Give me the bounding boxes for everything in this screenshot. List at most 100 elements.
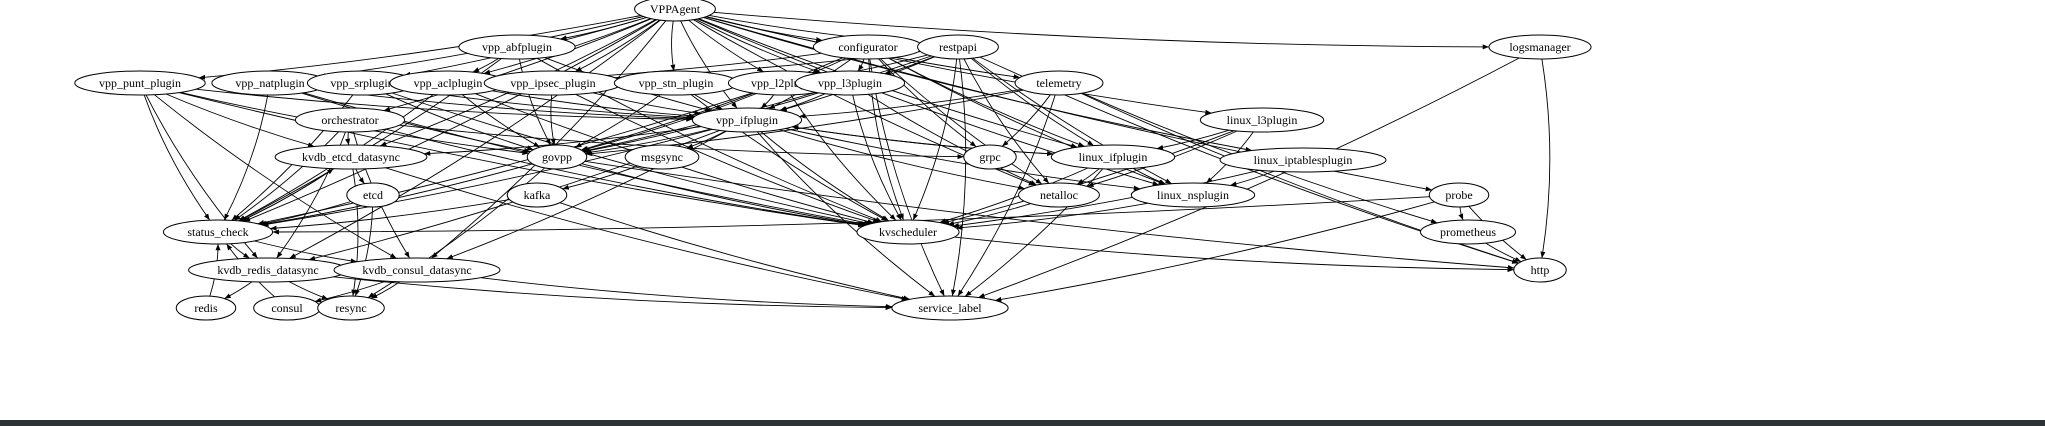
edge-etcd-to-status-check (259, 201, 352, 226)
edge-path (857, 58, 865, 72)
node-linux-ifplugin: linux_ifplugin (1050, 144, 1176, 170)
edge-path (1001, 94, 1051, 147)
node-label: linux_l3plugin (1227, 113, 1298, 127)
node-label: telemetry (1036, 76, 1081, 90)
edge-path (243, 19, 657, 222)
edge-vpp-ipsec-plugin-to-kvscheduler (575, 93, 880, 223)
node-vpp-natplugin: vpp_natplugin (211, 70, 329, 96)
node-resync: resync (317, 295, 385, 321)
edge-path (585, 128, 712, 155)
node-ellipse (624, 144, 700, 170)
edge-path (1076, 168, 1100, 185)
edge-path (562, 165, 638, 190)
edge-vpp-punt-plugin-to-status-check (143, 94, 211, 221)
edge-path (355, 168, 365, 184)
edge-linux-ifplugin-to-kvscheduler (939, 167, 1089, 224)
edge-vpp-ifplugin-to-service-label (756, 131, 936, 297)
node-label: kvdb_redis_datasync (217, 263, 318, 277)
node-http: http (1513, 257, 1567, 283)
edge-vpp-srplugin-to-govpp (385, 93, 534, 151)
edge-etcd-to-resync (354, 206, 374, 297)
node-ellipse (294, 107, 406, 133)
edge-restpapi-to-linux-nsplugin (972, 57, 1172, 185)
edge-path (259, 201, 352, 226)
edge-path (301, 92, 531, 153)
edge-path (670, 20, 676, 72)
node-telemetry: telemetry (1014, 70, 1104, 96)
edge-path (963, 58, 1050, 184)
node-label: linux_iptablesplugin (1254, 153, 1353, 167)
edge-restpapi-to-service-label (951, 58, 967, 297)
edge-vppagent-to-vpp-l2plugin (688, 19, 764, 73)
node-prometheus: prometheus (1420, 219, 1516, 245)
node-label: probe (1445, 188, 1472, 202)
node-ellipse (856, 219, 960, 245)
edge-kvdb-consul-datasync-to-consul (314, 280, 386, 303)
edge-vpp-l2plugin-to-govpp (581, 93, 757, 152)
edge-path (790, 94, 897, 221)
edge-vpp-aclplugin-to-vpp-ifplugin (492, 90, 696, 119)
node-label: linux_nsplugin (1157, 188, 1229, 202)
edge-status-check-to-kvdb-redis-datasync (230, 243, 250, 259)
node-redis: redis (175, 295, 237, 321)
node-label: vpp_punt_plugin (99, 76, 181, 90)
node-label: configurator (838, 40, 897, 54)
edge-path (1485, 242, 1522, 263)
edge-path (240, 168, 334, 222)
edge-orchestrator-to-kvscheduler (385, 128, 865, 228)
edge-path (385, 167, 908, 301)
edge-path (581, 93, 757, 152)
edge-linux-ifplugin-to-linux-nsplugin (1132, 167, 1166, 185)
edge-path (575, 93, 880, 223)
edge-path (799, 88, 1022, 119)
edge-path (431, 20, 667, 259)
edge-kvdb-redis-datasync-to-service-label (333, 276, 892, 311)
edge-path (756, 131, 936, 297)
node-kvdb-etcd-datasync: kvdb_etcd_datasync (274, 144, 428, 170)
edge-linux-l3plugin-to-linux-ifplugin (1156, 129, 1230, 150)
edge-path (345, 131, 351, 146)
edge-path (178, 92, 865, 228)
node-ellipse (162, 219, 274, 245)
node-status-check: status_check (162, 219, 274, 245)
nodes-layer: VPPAgent vpp_abfplugin configurator restpap… (74, 0, 1592, 321)
edge-kvdb-redis-datasync-to-redis (224, 281, 253, 299)
edge-vppagent-to-vpp-stn-plugin (670, 20, 676, 72)
edge-vpp-ifplugin-to-kvscheduler (760, 131, 890, 222)
node-label: VPPAgent (650, 2, 701, 16)
node-kafka: kafka (506, 182, 568, 208)
edge-vpp-ifplugin-to-govpp (585, 128, 712, 155)
edge-govpp-to-kvscheduler (581, 163, 866, 227)
edge-vpp-ipsec-plugin-to-govpp (550, 94, 556, 146)
edge-vpp-aclplugin-to-govpp (462, 94, 541, 148)
edge-vpp-l2plugin-to-vpp-ifplugin (760, 94, 775, 109)
edge-path (686, 130, 726, 149)
edge-linux-iptablesplugin-to-kvscheduler (952, 169, 1260, 228)
edge-path (713, 11, 1490, 50)
edge-probe-to-service-label (995, 201, 1435, 302)
node-logsmanager: logsmanager (1488, 34, 1592, 60)
edge-path (518, 58, 552, 146)
node-msgsync: msgsync (624, 144, 700, 170)
edge-linux-nsplugin-to-kvscheduler (956, 202, 1148, 231)
node-consul: consul (253, 295, 321, 321)
edge-telemetry-to-service-label (957, 94, 1056, 297)
edge-path (951, 58, 967, 297)
node-label: linux_ifplugin (1079, 150, 1148, 164)
node-label: consul (271, 301, 303, 315)
node-vpp-ipsec-plugin: vpp_ipsec_plugin (483, 70, 623, 96)
edge-path (143, 94, 211, 221)
edge-telemetry-to-grpc (1001, 94, 1051, 147)
node-label: resync (335, 301, 366, 315)
edge-vppagent-to-vpp-ipsec-plugin (575, 19, 660, 73)
node-ellipse (1018, 182, 1100, 208)
edge-path (581, 163, 866, 227)
edge-path (680, 20, 738, 109)
edge-path (791, 125, 1054, 155)
edge-path (947, 203, 1031, 226)
edge-configurator-to-netalloc (880, 58, 1043, 185)
edge-kafka-to-service-label (559, 202, 910, 301)
edge-vppagent-to-vpp-l3plugin (695, 18, 822, 74)
edge-restpapi-to-kvscheduler (912, 58, 958, 221)
edge-path (779, 93, 826, 112)
